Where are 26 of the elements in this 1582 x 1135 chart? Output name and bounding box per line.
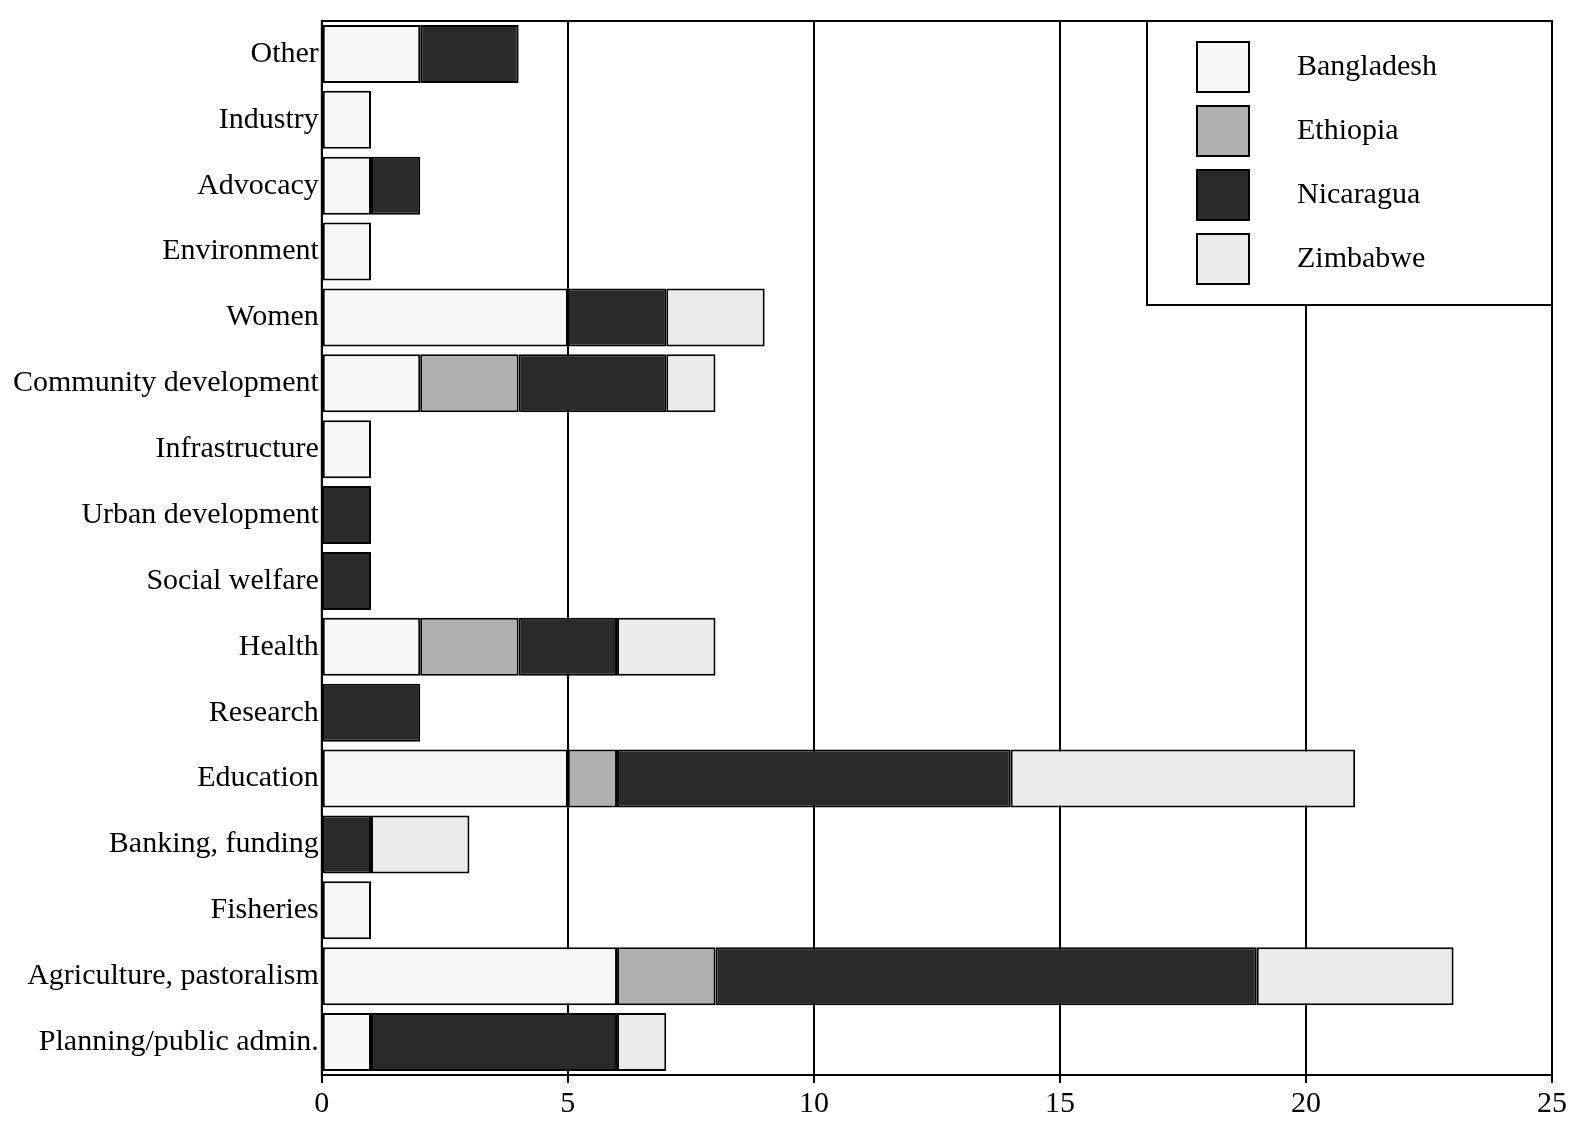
legend-label: Ethiopia	[1297, 111, 1399, 145]
y-tick-label: Banking, funding	[108, 825, 319, 859]
y-tick-label: Industry	[218, 100, 319, 134]
y-tick-label: Community development	[12, 364, 320, 398]
y-tick-label: Advocacy	[197, 166, 319, 200]
legend-label: Nicaragua	[1297, 175, 1421, 209]
x-tick-label: 0	[314, 1084, 330, 1118]
y-tick-label: Research	[208, 693, 319, 727]
x-tick-label: 15	[1044, 1084, 1075, 1118]
y-tick-label: Fisheries	[210, 891, 319, 925]
y-tick-label: Urban development	[81, 495, 320, 529]
y-tick-label: Environment	[162, 232, 320, 266]
x-tick-label: 25	[1537, 1084, 1567, 1118]
legend-label: Zimbabwe	[1297, 239, 1426, 273]
y-tick-label: Health	[238, 627, 319, 661]
y-tick-label: Agriculture, pastoralism	[27, 957, 319, 991]
legend-label: Bangladesh	[1297, 47, 1437, 81]
y-tick-label: Social welfare	[146, 561, 319, 595]
y-tick-label: Infrastructure	[155, 430, 319, 464]
x-tick-label: 10	[798, 1084, 829, 1118]
y-tick-label: Planning/public admin.	[38, 1022, 319, 1056]
x-tick-label: 5	[560, 1084, 576, 1118]
y-tick-label: Other	[250, 34, 319, 68]
y-tick-label: Women	[226, 298, 319, 332]
x-tick-label: 20	[1290, 1084, 1321, 1118]
y-tick-label: Education	[197, 759, 319, 793]
